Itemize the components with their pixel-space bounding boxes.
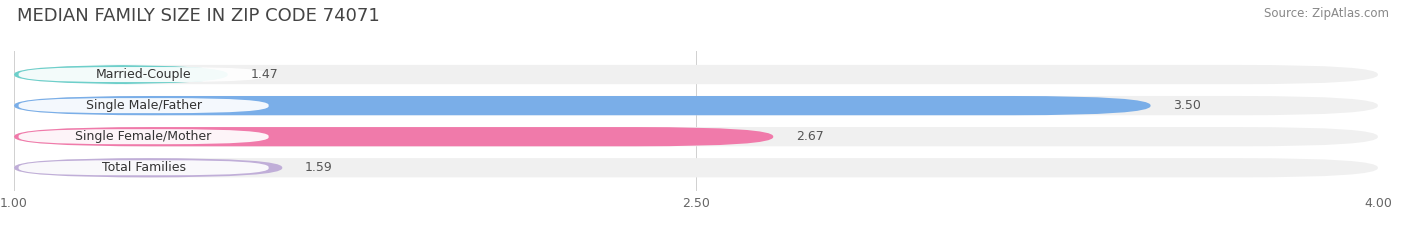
FancyBboxPatch shape [14, 127, 1378, 146]
Text: 1.47: 1.47 [250, 68, 278, 81]
Text: 1.59: 1.59 [305, 161, 333, 174]
Text: Married-Couple: Married-Couple [96, 68, 191, 81]
FancyBboxPatch shape [14, 158, 1378, 177]
FancyBboxPatch shape [14, 158, 283, 177]
FancyBboxPatch shape [18, 67, 269, 82]
FancyBboxPatch shape [14, 65, 1378, 84]
Text: 3.50: 3.50 [1173, 99, 1201, 112]
Text: Single Female/Mother: Single Female/Mother [76, 130, 212, 143]
Text: MEDIAN FAMILY SIZE IN ZIP CODE 74071: MEDIAN FAMILY SIZE IN ZIP CODE 74071 [17, 7, 380, 25]
Text: Source: ZipAtlas.com: Source: ZipAtlas.com [1264, 7, 1389, 20]
Text: Total Families: Total Families [101, 161, 186, 174]
FancyBboxPatch shape [14, 127, 773, 146]
Text: 2.67: 2.67 [796, 130, 824, 143]
Text: Single Male/Father: Single Male/Father [86, 99, 201, 112]
FancyBboxPatch shape [18, 98, 269, 113]
FancyBboxPatch shape [18, 129, 269, 144]
FancyBboxPatch shape [18, 160, 269, 175]
FancyBboxPatch shape [14, 65, 228, 84]
FancyBboxPatch shape [14, 96, 1378, 115]
FancyBboxPatch shape [14, 96, 1150, 115]
